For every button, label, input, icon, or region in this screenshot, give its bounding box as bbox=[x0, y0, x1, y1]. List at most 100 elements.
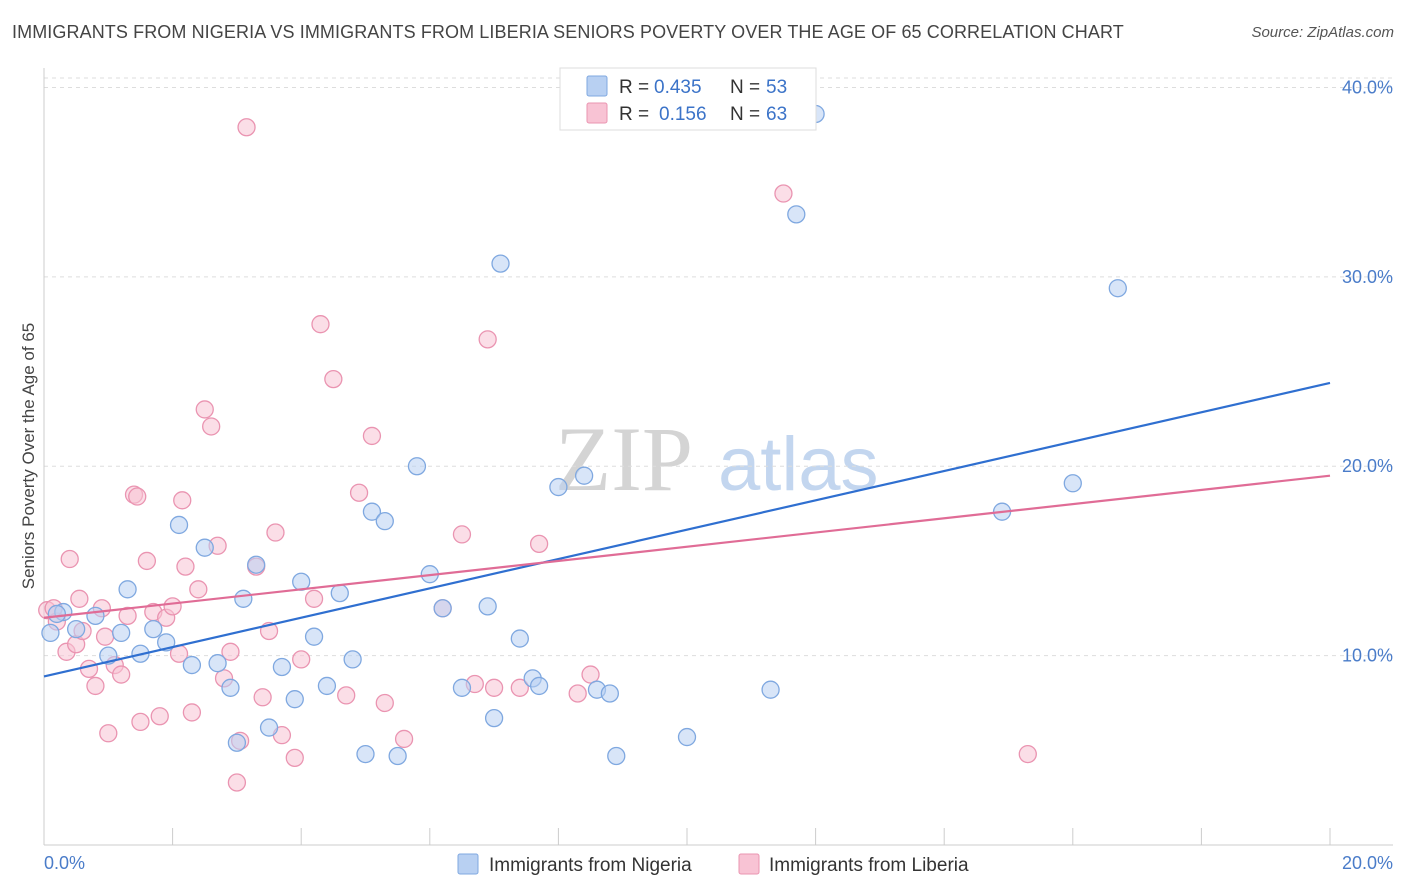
nigeria-point-5 bbox=[112, 623, 131, 643]
nigeria-point-15 bbox=[227, 733, 247, 752]
nigeria-point-0 bbox=[41, 623, 60, 643]
liberia-point-5 bbox=[79, 659, 99, 679]
nigeria-point-41 bbox=[574, 466, 594, 485]
liberia-point-54 bbox=[581, 665, 600, 684]
liberia-point-6 bbox=[86, 676, 105, 696]
bottom-legend-label-liberia: Immigrants from Liberia bbox=[769, 855, 969, 876]
liberia-point-24 bbox=[202, 417, 221, 436]
nigeria-point-22 bbox=[304, 627, 324, 646]
nigeria-point-18 bbox=[259, 718, 279, 737]
nigeria-point-50 bbox=[1063, 474, 1082, 493]
liberia-point-40 bbox=[324, 369, 343, 389]
chart-title: IMMIGRANTS FROM NIGERIA VS IMMIGRANTS FR… bbox=[12, 22, 1124, 42]
legend-r-label-nigeria: R = bbox=[619, 77, 649, 98]
liberia-point-60 bbox=[128, 487, 147, 506]
liberia-point-10 bbox=[112, 665, 131, 684]
nigeria-point-11 bbox=[182, 655, 202, 675]
bottom-legend-swatch-liberia bbox=[738, 853, 760, 875]
bottom-legend-swatch-nigeria bbox=[457, 853, 479, 875]
trend-lines bbox=[43, 381, 1331, 678]
nigeria-point-45 bbox=[677, 727, 697, 747]
liberia-point-41 bbox=[337, 686, 356, 705]
liberia-point-27 bbox=[221, 642, 240, 661]
liberia-point-14 bbox=[137, 551, 157, 571]
liberia-point-45 bbox=[394, 729, 414, 749]
nigeria-point-30 bbox=[407, 457, 427, 476]
nigeria-point-40 bbox=[549, 477, 568, 497]
y-tick-label-20: 20.0% bbox=[1342, 456, 1393, 476]
bottom-legend-label-nigeria: Immigrants from Nigeria bbox=[489, 855, 692, 876]
nigeria-point-13 bbox=[208, 654, 227, 673]
nigeria-point-43 bbox=[600, 684, 619, 703]
nigeria-point-10 bbox=[169, 515, 189, 535]
x-axis-ticks bbox=[43, 828, 1331, 845]
series-nigeria-points bbox=[41, 104, 1127, 766]
legend-swatch-liberia bbox=[586, 102, 608, 124]
nigeria-point-32 bbox=[433, 599, 452, 618]
nigeria-point-3 bbox=[86, 606, 105, 625]
nigeria-point-28 bbox=[375, 512, 394, 531]
liberia-point-11 bbox=[118, 606, 137, 625]
trend-line-nigeria bbox=[43, 381, 1331, 678]
legend-r-label-liberia: R = bbox=[619, 104, 649, 125]
liberia-point-13 bbox=[131, 712, 150, 732]
liberia-point-53 bbox=[568, 684, 587, 703]
y-tick-label-30: 30.0% bbox=[1342, 267, 1393, 287]
nigeria-point-8 bbox=[144, 619, 163, 639]
nigeria-point-14 bbox=[221, 678, 240, 697]
liberia-point-52 bbox=[529, 534, 549, 554]
legend-n-value-liberia: 63 bbox=[766, 104, 787, 125]
nigeria-point-44 bbox=[607, 746, 626, 766]
nigeria-point-29 bbox=[388, 746, 407, 766]
legend-r-value-liberia: 0.156 bbox=[659, 104, 707, 125]
liberia-point-30 bbox=[237, 118, 256, 137]
liberia-point-21 bbox=[182, 703, 202, 722]
nigeria-point-52 bbox=[47, 604, 67, 624]
liberia-point-38 bbox=[304, 589, 324, 608]
nigeria-point-25 bbox=[343, 650, 362, 669]
trend-line-liberia bbox=[43, 474, 1331, 619]
nigeria-point-26 bbox=[356, 744, 375, 764]
legend-n-label-nigeria: N = bbox=[730, 77, 760, 98]
nigeria-point-2 bbox=[67, 619, 86, 639]
nigeria-point-37 bbox=[510, 629, 529, 648]
x-tick-label-min: 0.0% bbox=[44, 853, 85, 873]
watermark-zip: ZIP bbox=[555, 408, 693, 510]
nigeria-point-47 bbox=[787, 205, 806, 224]
liberia-point-57 bbox=[60, 549, 79, 569]
liberia-point-43 bbox=[362, 426, 382, 446]
nigeria-point-12 bbox=[195, 538, 214, 557]
liberia-point-23 bbox=[195, 400, 214, 419]
liberia-point-39 bbox=[311, 315, 330, 334]
liberia-point-16 bbox=[150, 707, 169, 726]
liberia-point-34 bbox=[266, 523, 285, 542]
liberia-point-49 bbox=[478, 330, 497, 349]
liberia-point-18 bbox=[163, 597, 182, 616]
watermark: ZIP atlas bbox=[555, 408, 879, 510]
nigeria-point-35 bbox=[484, 708, 504, 728]
liberia-point-47 bbox=[452, 525, 472, 544]
legend-n-value-nigeria: 53 bbox=[766, 77, 787, 98]
nigeria-point-23 bbox=[317, 676, 337, 696]
liberia-point-42 bbox=[349, 483, 369, 502]
liberia-point-28 bbox=[227, 773, 247, 792]
nigeria-point-17 bbox=[247, 555, 266, 574]
liberia-point-37 bbox=[292, 650, 311, 669]
nigeria-point-46 bbox=[761, 680, 780, 699]
y-tick-label-10: 10.0% bbox=[1342, 646, 1393, 666]
liberia-point-44 bbox=[375, 693, 394, 713]
nigeria-point-16 bbox=[234, 589, 253, 608]
nigeria-point-27 bbox=[362, 502, 382, 521]
nigeria-point-33 bbox=[452, 678, 472, 697]
source-credit: Source: ZipAtlas.com bbox=[1251, 24, 1394, 41]
legend-swatch-nigeria bbox=[586, 75, 608, 97]
y-axis-tick-labels: 10.0% 20.0% 30.0% 40.0% bbox=[1342, 77, 1393, 665]
liberia-point-8 bbox=[99, 724, 118, 743]
liberia-point-36 bbox=[285, 748, 304, 768]
liberia-point-20 bbox=[176, 557, 195, 576]
gridlines bbox=[44, 77, 1393, 657]
liberia-point-56 bbox=[1018, 744, 1037, 764]
x-tick-label-max: 20.0% bbox=[1342, 853, 1393, 873]
nigeria-point-19 bbox=[272, 657, 292, 677]
